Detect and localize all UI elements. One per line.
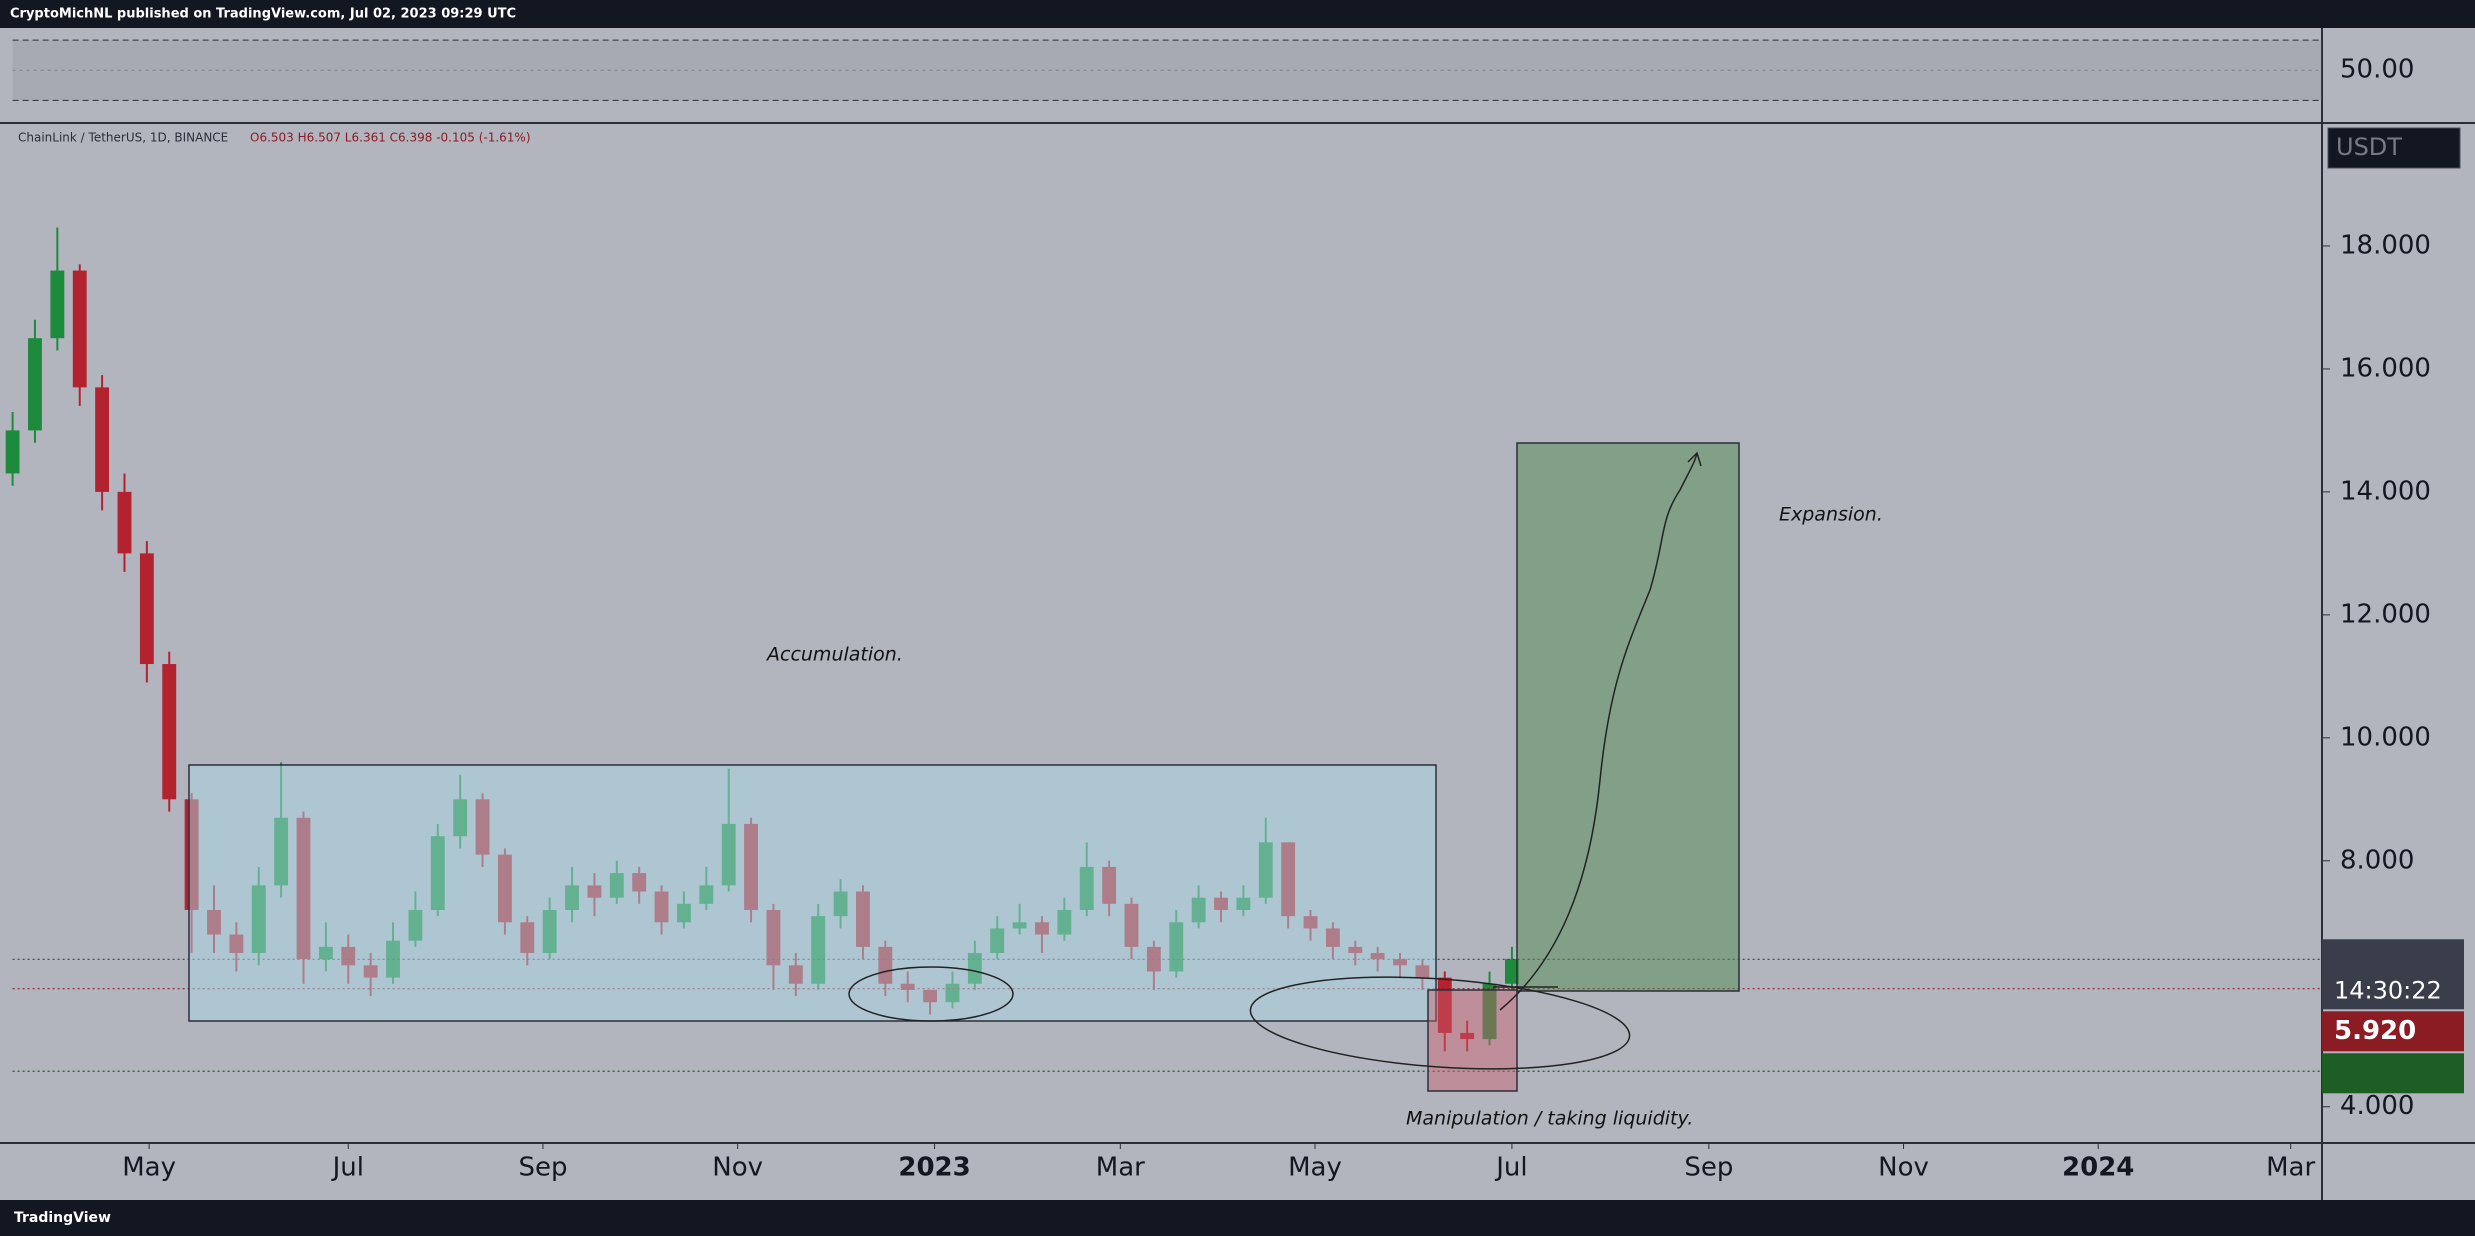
y-tick-label: 12.000 — [2340, 599, 2431, 629]
x-tick-label: May — [122, 1153, 176, 1183]
x-tick-label: May — [1288, 1153, 1342, 1183]
countdown: 14:30:22 — [2334, 976, 2442, 1004]
price-label-box — [2322, 1011, 2464, 1052]
candle-body — [117, 491, 132, 554]
expansion-box — [1516, 442, 1740, 992]
accumulation-box — [188, 764, 1437, 1022]
y-tick-label: 8.000 — [2340, 845, 2414, 875]
price-label: 5.920 — [2334, 1016, 2416, 1046]
candle-body — [162, 664, 177, 800]
annotation: Manipulation / taking liquidity. — [1406, 1108, 1693, 1130]
ohlc-info: O6.503 H6.507 L6.361 C6.398 -0.105 (-1.6… — [250, 131, 531, 145]
candle-body — [95, 387, 110, 492]
panel-bg — [0, 28, 2475, 1200]
candle-body — [28, 338, 42, 431]
x-tick-label: Nov — [1878, 1153, 1929, 1183]
x-tick-label: Jul — [331, 1153, 364, 1183]
x-tick-label: 2023 — [898, 1153, 970, 1183]
candle-body — [1437, 977, 1452, 1033]
annotation: Expansion. — [1779, 504, 1883, 526]
x-tick-label: Nov — [712, 1153, 763, 1183]
x-tick-label: Sep — [518, 1153, 567, 1183]
y-tick-label: 4.000 — [2340, 1091, 2414, 1121]
candle-body — [72, 270, 87, 388]
x-tick-label: Mar — [1096, 1153, 1145, 1183]
rsi-tick-label: 50.00 — [2340, 55, 2414, 85]
symbol-info: ChainLink / TetherUS, 1D, BINANCE — [18, 131, 228, 145]
x-tick-label: Mar — [2266, 1153, 2315, 1183]
candle-body — [139, 553, 154, 665]
price-label-box — [2322, 939, 2464, 1010]
bottom-circle — [848, 966, 1014, 1022]
brand: TradingView — [14, 1210, 111, 1226]
currency: USDT — [2336, 133, 2402, 161]
x-tick-label: Jul — [1494, 1153, 1527, 1183]
axes: 4.000 8.000 10.000 12.000 14.000 16.000 18.000… — [122, 230, 2464, 1183]
liquidity-circle — [1249, 976, 1631, 1070]
rsi-pane: 50.00 — [12, 39, 2414, 101]
candle-body — [1460, 1032, 1475, 1040]
candle-body — [1504, 959, 1519, 984]
price-label-box — [2322, 1053, 2464, 1094]
y-tick-label: 10.000 — [2340, 722, 2431, 752]
manipulation-box — [1427, 989, 1518, 1092]
x-tick-label: 2024 — [2062, 1153, 2134, 1183]
candle-body — [50, 270, 65, 339]
candle-body — [1482, 983, 1497, 1040]
annotation: Accumulation. — [765, 644, 903, 666]
x-tick-label: Sep — [1684, 1153, 1733, 1183]
y-tick-label: 16.000 — [2340, 353, 2431, 383]
y-tick-label: 18.000 — [2340, 230, 2431, 260]
rsi-band — [12, 40, 2322, 101]
publisher: CryptoMichNL published on TradingView.co… — [10, 7, 516, 22]
currency-box[interactable] — [2327, 127, 2461, 169]
candle-body — [5, 430, 20, 474]
expansion-arrow — [1499, 451, 1702, 1011]
y-tick-label: 14.000 — [2340, 476, 2431, 506]
